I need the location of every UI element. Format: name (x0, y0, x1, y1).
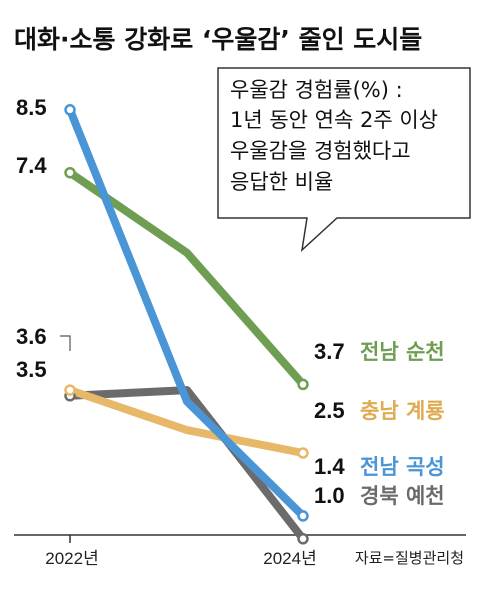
point-gokseong-start (64, 104, 76, 116)
note-callout: 우울감 경험률(%) : 1년 동안 연속 2주 이상 우울감을 경험했다고 응… (217, 67, 471, 252)
point-gyeryong-end (297, 447, 309, 459)
end-label-gyeryong: 2.5 충남 계룡 (314, 398, 445, 423)
note-line-2: 1년 동안 연속 2주 이상 (230, 108, 438, 132)
series-name-yecheon: 경북 예천 (360, 484, 445, 508)
end-value-gyeryong: 2.5 (314, 398, 345, 423)
x-tick-label-2022: 2022년 (45, 549, 98, 568)
end-value-gokseong: 1.4 (314, 454, 345, 479)
chart-title: 대화·소통 강화로 ‘우울감’ 줄인 도시들 (14, 25, 422, 54)
start-label-yecheon: 3.5 (16, 357, 47, 382)
note-line-4: 응답한 비율 (230, 170, 333, 194)
series-layer (64, 104, 309, 545)
point-gokseong-end (297, 510, 309, 522)
point-suncheon-start (64, 166, 76, 179)
series-line-gokseong (66, 108, 306, 519)
series-name-gyeryong: 충남 계룡 (360, 399, 445, 423)
point-gyeryong-start (64, 384, 76, 396)
point-yecheon-end (297, 533, 309, 545)
end-label-gokseong: 1.4 전남 곡성 (314, 454, 445, 479)
end-label-yecheon: 1.0 경북 예천 (314, 483, 445, 508)
start-label-suncheon: 7.4 (16, 153, 47, 178)
end-value-suncheon: 3.7 (314, 339, 345, 364)
source-note: 자료=질병관리청 (355, 549, 464, 567)
label-leader-3-6 (60, 335, 71, 351)
series-line-gyeryong (68, 386, 304, 457)
series-name-gokseong: 전남 곡성 (360, 455, 445, 479)
note-line-1: 우울감 경험률(%) : (230, 78, 403, 102)
start-label-gyeryong: 3.6 (16, 324, 47, 349)
point-suncheon-end (297, 378, 309, 391)
end-value-yecheon: 1.0 (314, 483, 345, 508)
x-tick-label-2024: 2024년 (263, 549, 316, 568)
series-name-suncheon: 전남 순천 (360, 340, 445, 364)
note-line-3: 우울감을 경험했다고 (230, 139, 411, 163)
series-line-yecheon (69, 386, 307, 542)
start-label-gokseong: 8.5 (16, 95, 47, 120)
end-label-suncheon: 3.7 전남 순천 (314, 339, 445, 364)
